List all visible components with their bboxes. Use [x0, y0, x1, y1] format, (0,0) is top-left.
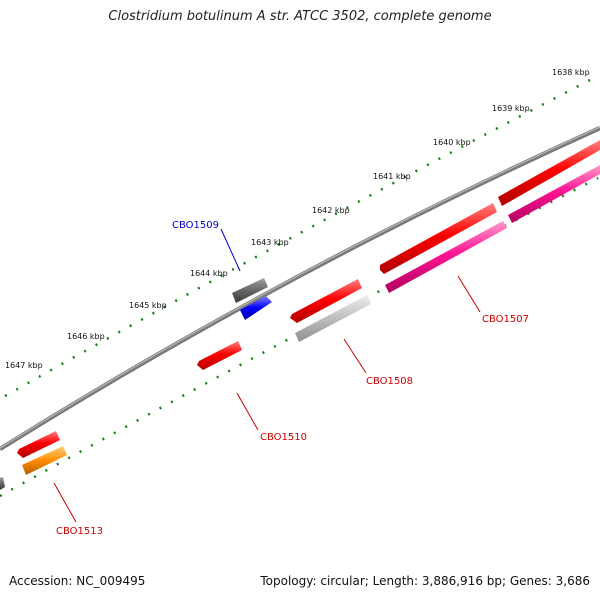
map-title: Clostridium botulinum A str. ATCC 3502, …: [108, 9, 492, 24]
ruler-tick-label: 1641 kbp: [373, 172, 411, 181]
ruler-tick-label: 1639 kbp: [492, 104, 530, 113]
cds-feature-red-1507[interactable]: [380, 203, 497, 274]
leader-line-cbo1509: [220, 228, 241, 272]
leader-line-cbo1510: [236, 392, 259, 431]
genome-backbone: [0, 125, 600, 451]
ruler-tick-label: 1640 kbp: [433, 138, 471, 147]
cds-feature-gray-edge[interactable]: [0, 477, 5, 490]
ruler-tick-label: 1644 kbp: [190, 269, 228, 278]
leader-line-cbo1507: [457, 275, 481, 313]
genome-backbone-highlight: [0, 126, 600, 449]
ruler-tick-label: 1642 kbp: [312, 206, 350, 215]
gene-label-cbo1513[interactable]: CBO1513: [56, 526, 103, 537]
outer-ruler-track: [4, 78, 591, 398]
gene-label-cbo1508[interactable]: CBO1508: [366, 376, 413, 387]
cds-feature-red-1513[interactable]: [17, 431, 60, 458]
cds-feature-pink-1507[interactable]: [385, 221, 507, 293]
cds-feature-orange-1513[interactable]: [22, 446, 67, 475]
gene-label-cbo1510[interactable]: CBO1510: [260, 432, 307, 443]
cds-feature-red-1506[interactable]: [498, 140, 600, 206]
cds-feature-blue-1509[interactable]: [240, 296, 272, 320]
genome-summary-text: Topology: circular; Length: 3,886,916 bp…: [260, 574, 590, 588]
leader-line-cbo1513: [53, 482, 77, 523]
cds-feature-gray-1509[interactable]: [232, 278, 268, 303]
gene-label-cbo1507[interactable]: CBO1507: [482, 314, 529, 325]
ruler-tick-label: 1647 kbp: [5, 361, 43, 370]
cds-feature-pink-1506[interactable]: [508, 165, 600, 223]
cds-feature-red-1510[interactable]: [197, 341, 242, 370]
ruler-tick-label: 1638 kbp: [552, 68, 590, 77]
ruler-tick-label: 1645 kbp: [129, 301, 167, 310]
leader-line-cbo1508: [343, 338, 367, 374]
gene-label-cbo1509[interactable]: CBO1509: [172, 220, 219, 231]
cds-feature-red-1508[interactable]: [290, 279, 362, 323]
accession-text: Accession: NC_009495: [9, 574, 146, 588]
cds-feature-lightgray-1508[interactable]: [295, 295, 371, 342]
ruler-tick-label: 1643 kbp: [251, 238, 289, 247]
ruler-tick-label: 1646 kbp: [67, 332, 105, 341]
